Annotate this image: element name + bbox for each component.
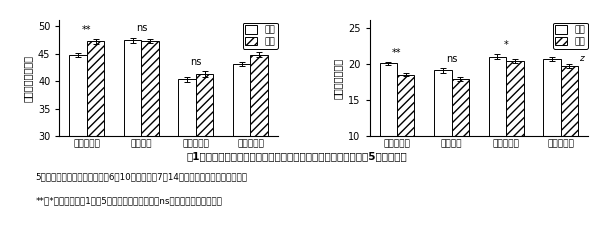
Bar: [178, 79, 196, 227]
Text: ns: ns: [446, 54, 457, 64]
Bar: [124, 40, 141, 227]
Text: *: *: [248, 38, 253, 48]
Text: **: **: [82, 25, 91, 35]
Bar: [489, 57, 506, 209]
Bar: [69, 55, 87, 227]
Text: **: **: [556, 42, 565, 53]
Text: **: **: [392, 48, 402, 58]
Text: *: *: [504, 40, 508, 50]
Text: ns: ns: [135, 23, 147, 33]
Y-axis label: 蛋白質含量（％）: 蛋白質含量（％）: [23, 55, 33, 102]
Bar: [506, 61, 523, 209]
Text: z: z: [579, 54, 584, 63]
Bar: [451, 79, 469, 209]
Legend: 標播, 晩播: 標播, 晩播: [553, 23, 588, 49]
Bar: [141, 41, 159, 227]
Text: 5か年平均の播種期は、標播が6月10日、晩播が7月14日。バーは標準誤差を示す。: 5か年平均の播種期は、標播が6月10日、晩播が7月14日。バーは標準誤差を示す。: [36, 173, 248, 182]
Bar: [397, 75, 415, 209]
Text: 図1　播種期による蛋白質含量及び脂質含量の変動（所内試験の5か年平均）: 図1 播種期による蛋白質含量及び脂質含量の変動（所内試験の5か年平均）: [187, 151, 407, 161]
Y-axis label: 脂質含量（％）: 脂質含量（％）: [333, 58, 343, 99]
Bar: [380, 63, 397, 209]
Bar: [543, 59, 561, 209]
Legend: 標播, 晩播: 標播, 晩播: [242, 23, 278, 49]
Text: **、*は播種期間に1％、5％水準で有意差あり、nsは有意差なしを示す。: **、*は播種期間に1％、5％水準で有意差あり、nsは有意差なしを示す。: [36, 196, 223, 205]
Bar: [233, 64, 251, 227]
Text: ns: ns: [190, 57, 201, 67]
Bar: [561, 66, 578, 209]
Bar: [196, 74, 213, 227]
Bar: [434, 70, 451, 209]
Bar: [87, 41, 105, 227]
Bar: [251, 55, 268, 227]
